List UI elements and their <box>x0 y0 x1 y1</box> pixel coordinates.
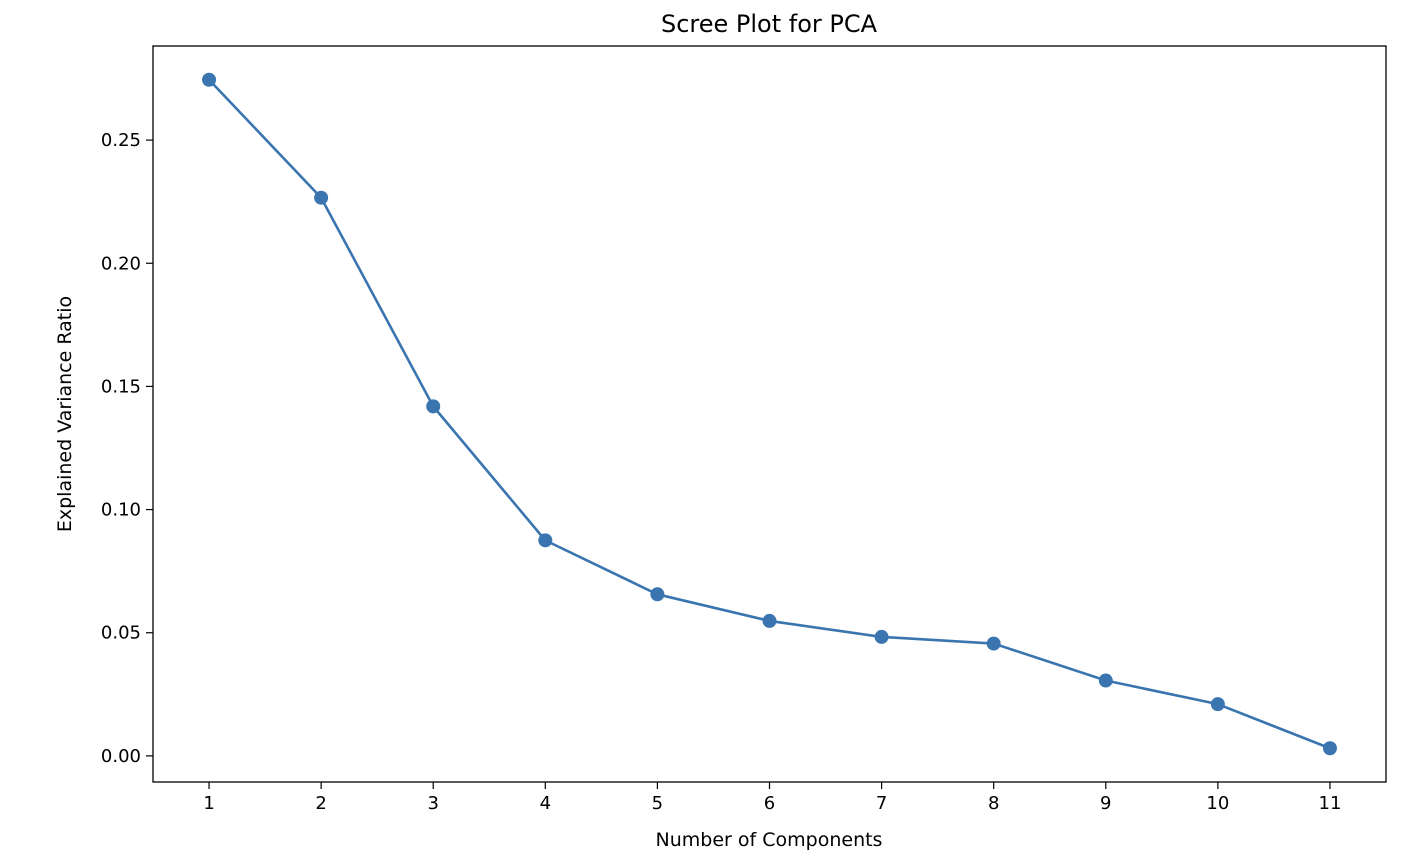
y-axis-label: Explained Variance Ratio <box>54 296 76 532</box>
y-tick-label: 0.15 <box>101 376 141 397</box>
x-tick-label: 1 <box>203 793 214 814</box>
y-tick-label: 0.20 <box>101 253 141 274</box>
data-point <box>314 190 329 205</box>
y-tick-label: 0.00 <box>101 746 141 767</box>
data-point <box>650 587 665 602</box>
y-tick-label: 0.25 <box>101 130 141 151</box>
data-point <box>202 72 217 87</box>
plot-frame <box>152 45 1387 783</box>
x-tick-label: 3 <box>428 793 439 814</box>
data-point <box>538 533 553 548</box>
y-axis-ticks: 0.00 0.05 0.10 0.15 0.20 0.25 <box>101 130 153 767</box>
y-tick-label: 0.05 <box>101 623 141 644</box>
x-axis-label: Number of Components <box>656 829 883 851</box>
data-point <box>762 613 777 628</box>
x-tick-label: 4 <box>540 793 551 814</box>
series-line <box>208 78 1331 750</box>
data-point <box>1210 697 1225 712</box>
data-point <box>426 399 441 414</box>
data-point <box>1098 673 1113 688</box>
x-tick-label: 11 <box>1319 793 1342 814</box>
x-tick-label: 2 <box>315 793 326 814</box>
x-tick-label: 8 <box>988 793 999 814</box>
x-tick-label: 10 <box>1206 793 1229 814</box>
plot-area <box>202 72 1337 756</box>
x-axis-ticks: 1 2 3 4 5 6 7 8 9 10 11 <box>203 782 1341 814</box>
data-point <box>874 629 889 644</box>
chart-title: Scree Plot for PCA <box>661 10 878 38</box>
x-tick-label: 7 <box>876 793 887 814</box>
y-tick-label: 0.10 <box>101 500 141 521</box>
data-point <box>1322 741 1337 756</box>
x-tick-label: 5 <box>652 793 663 814</box>
data-point <box>986 636 1001 651</box>
x-tick-label: 9 <box>1100 793 1111 814</box>
x-tick-label: 6 <box>764 793 775 814</box>
